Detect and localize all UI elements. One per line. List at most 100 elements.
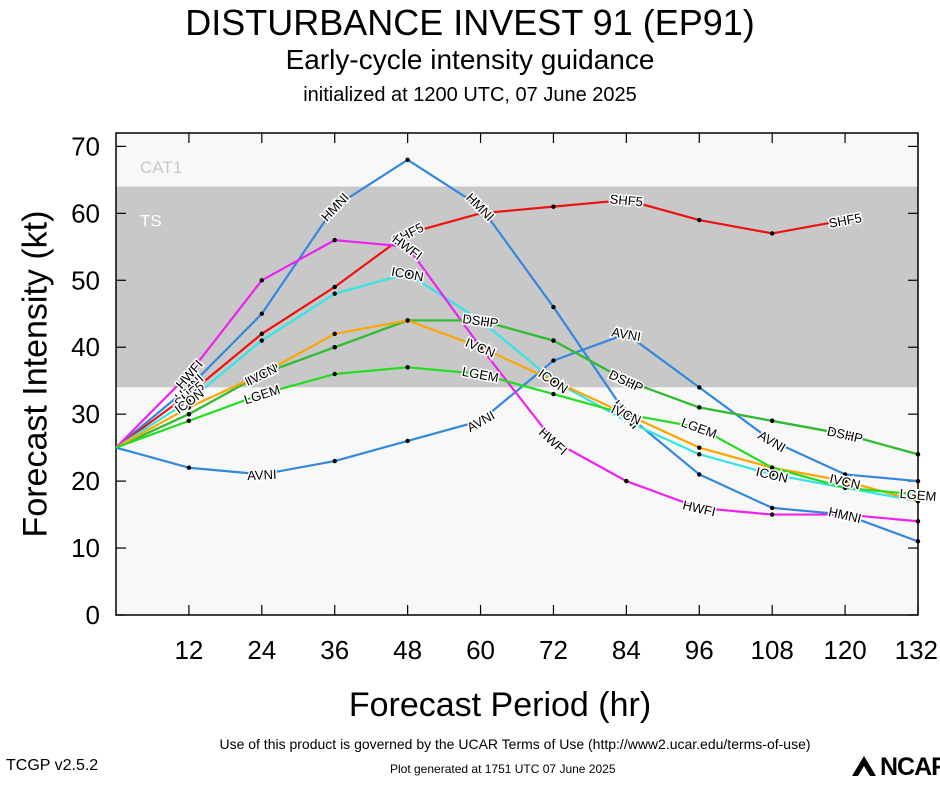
data-point-hwfi bbox=[769, 512, 775, 517]
y-tick-label: 70 bbox=[71, 131, 100, 161]
series-label-hwfi: HWFI bbox=[681, 497, 717, 519]
series-label-shf5: SHF5 bbox=[609, 191, 643, 209]
x-tick-label: 60 bbox=[466, 635, 495, 665]
data-point-icon bbox=[697, 452, 702, 457]
data-point-lgem bbox=[697, 425, 702, 430]
y-tick-label: 40 bbox=[71, 332, 100, 362]
band-label-cat1: CAT1 bbox=[140, 158, 182, 177]
data-point-avni bbox=[697, 385, 702, 390]
x-tick-label: 84 bbox=[612, 635, 641, 665]
data-point-dshp bbox=[915, 452, 921, 457]
y-tick-label: 10 bbox=[71, 533, 100, 563]
data-point-lgem bbox=[332, 371, 337, 377]
data-point-hmni bbox=[915, 539, 921, 544]
intensity-bands: CAT1 TS bbox=[116, 133, 918, 615]
data-point-hmni bbox=[551, 304, 556, 310]
terms-of-use: Use of this product is governed by the U… bbox=[219, 736, 811, 752]
data-point-avni bbox=[259, 472, 265, 477]
data-point-ivcn bbox=[259, 371, 265, 377]
chart-axes: 0 10 20 30 40 50 60 70 12 24 36 48 60 72 84 96 108 120 132 bbox=[71, 131, 938, 665]
data-point-hmni bbox=[332, 204, 337, 209]
data-point-hmni bbox=[769, 505, 775, 511]
data-point-shf5 bbox=[186, 391, 192, 397]
x-tick-label: 24 bbox=[247, 635, 276, 665]
x-tick-label: 36 bbox=[320, 635, 349, 665]
x-tick-label: 108 bbox=[750, 635, 793, 665]
data-point-avni bbox=[186, 465, 192, 470]
data-point-avni bbox=[769, 438, 775, 444]
data-point-icon bbox=[769, 472, 775, 477]
data-point-shf5 bbox=[624, 197, 629, 203]
y-axis-label: Forecast Intensity (kt) bbox=[16, 210, 55, 538]
data-point-hwfi bbox=[259, 278, 265, 283]
data-point-hwfi bbox=[842, 512, 848, 517]
data-point-shf5 bbox=[697, 217, 702, 223]
band-label-ts: TS bbox=[140, 212, 162, 231]
x-tick-label: 48 bbox=[393, 635, 422, 665]
data-point-ivcn bbox=[915, 498, 921, 504]
ncar-logo-text: NCAR bbox=[880, 753, 940, 781]
plot-frame bbox=[115, 132, 919, 616]
x-tick-label: 132 bbox=[895, 635, 938, 665]
band-below-ts bbox=[116, 387, 918, 615]
ncar-logo: NCAR bbox=[850, 752, 940, 781]
y-tick-label: 50 bbox=[71, 265, 100, 295]
data-point-shf5 bbox=[259, 331, 265, 337]
data-point-lgem bbox=[842, 485, 848, 491]
data-point-ivcn bbox=[332, 331, 337, 337]
data-point-dshp bbox=[478, 318, 483, 323]
band-cat1 bbox=[116, 133, 918, 187]
data-point-icon bbox=[332, 291, 337, 296]
data-point-icon bbox=[186, 398, 192, 403]
data-point-hmni bbox=[697, 472, 702, 477]
series-line-lgem bbox=[115, 366, 919, 496]
y-tick-label: 20 bbox=[71, 466, 100, 496]
band-ts bbox=[116, 186, 918, 388]
chart-init-time: initialized at 1200 UTC, 07 June 2025 bbox=[303, 84, 637, 106]
y-tick-label: 60 bbox=[71, 198, 100, 228]
data-point-dshp bbox=[697, 405, 702, 410]
data-point-avni bbox=[478, 418, 483, 424]
series-line-hmni bbox=[115, 158, 919, 543]
data-point-lgem bbox=[551, 391, 556, 397]
data-point-hmni bbox=[186, 385, 192, 390]
data-point-dshp bbox=[186, 411, 192, 417]
data-point-shf5 bbox=[842, 217, 848, 223]
data-point-icon bbox=[405, 271, 410, 276]
data-point-ivcn bbox=[478, 345, 483, 350]
chart-series bbox=[115, 157, 921, 544]
data-point-lgem bbox=[915, 492, 921, 497]
data-point-icon bbox=[259, 338, 265, 343]
data-point-ivcn bbox=[186, 405, 192, 410]
data-point-hwfi bbox=[551, 438, 556, 444]
data-point-ivcn bbox=[842, 478, 848, 484]
data-point-hmni bbox=[478, 204, 483, 209]
data-point-avni bbox=[842, 472, 848, 477]
data-point-hwfi bbox=[624, 478, 629, 484]
data-point-hwfi bbox=[332, 237, 337, 243]
data-point-dshp bbox=[332, 345, 337, 350]
series-label-avni: AVNI bbox=[247, 467, 277, 483]
series-label-lgem: LGEM bbox=[899, 486, 937, 504]
series-line-avni bbox=[115, 332, 919, 483]
data-point-hmni bbox=[405, 157, 410, 162]
x-axis-label: Forecast Period (hr) bbox=[348, 686, 652, 724]
version-label: TCGP v2.5.2 bbox=[6, 757, 99, 774]
data-point-shf5 bbox=[405, 231, 410, 236]
x-tick-label: 120 bbox=[823, 635, 866, 665]
data-point-dshp bbox=[551, 338, 556, 343]
data-point-hwfi bbox=[405, 244, 410, 250]
data-point-hwfi bbox=[915, 519, 921, 524]
data-point-ivcn bbox=[551, 378, 556, 383]
y-tick-label: 0 bbox=[86, 600, 100, 630]
data-point-dshp bbox=[842, 432, 848, 437]
y-tick-label: 30 bbox=[71, 399, 100, 429]
data-point-lgem bbox=[769, 465, 775, 470]
data-point-icon bbox=[624, 418, 629, 424]
data-point-avni bbox=[405, 438, 410, 444]
data-point-avni bbox=[624, 331, 629, 337]
plot-generated: Plot generated at 1751 UTC 07 June 2025 bbox=[390, 762, 616, 776]
data-point-shf5 bbox=[769, 231, 775, 236]
series-label-avni: AVNI bbox=[610, 324, 642, 344]
